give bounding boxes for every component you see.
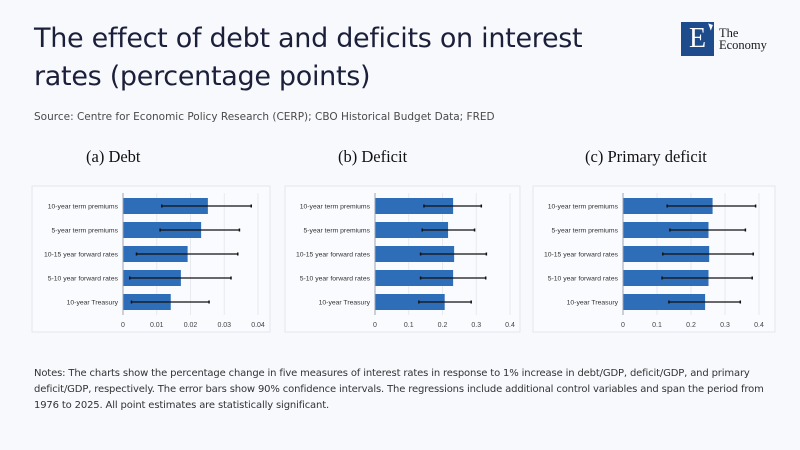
category-label: 5-year term premiums <box>304 228 371 235</box>
x-tick-label: 0.1 <box>404 322 414 329</box>
logo-wordmark: The Economy <box>719 26 767 52</box>
bar <box>375 198 454 214</box>
category-label: 10-year Treasury <box>319 300 371 307</box>
x-tick-label: 0.02 <box>184 322 198 329</box>
x-tick-label: 0.3 <box>471 322 481 329</box>
category-label: 10-year term premiums <box>548 204 619 211</box>
category-label: 5-year term premiums <box>52 228 119 235</box>
x-tick-label: 0.4 <box>754 322 764 329</box>
bar <box>623 294 706 310</box>
panel-title-deficit: (b) Deficit <box>338 147 408 166</box>
chart-debt: 0 0.01 0.02 0.03 0.04 10-year term premiums 5-… <box>31 185 271 333</box>
x-tick-label: 0.01 <box>150 322 164 329</box>
notes-text: Notes: The charts show the percentage ch… <box>34 368 764 411</box>
category-label: 5-10 year forward rates <box>48 276 119 283</box>
x-tick-label: 0.3 <box>720 322 730 329</box>
bar <box>375 294 445 310</box>
logo-line-1: The <box>719 26 739 40</box>
category-label: 10-year term premiums <box>300 204 371 211</box>
bar <box>623 222 709 238</box>
logo-line-2: Economy <box>719 38 767 52</box>
x-tick-label: 0.1 <box>652 322 662 329</box>
x-tick-label: 0.2 <box>686 322 696 329</box>
x-tick-label: 0.2 <box>438 322 448 329</box>
x-tick-label: 0.4 <box>505 322 515 329</box>
category-label: 10-year term premiums <box>48 204 119 211</box>
panel-title-debt: (a) Debt <box>86 147 141 166</box>
bar <box>375 222 449 238</box>
page-title: The effect of debt and deficits on inter… <box>34 23 583 92</box>
brand-logo: E The Economy <box>681 22 767 56</box>
bar <box>375 246 455 262</box>
x-tick-label: 0 <box>373 322 377 329</box>
category-label: 10-year Treasury <box>67 300 119 307</box>
bar <box>375 270 454 286</box>
x-tick-label: 0 <box>121 322 125 329</box>
x-tick-label: 0.03 <box>217 322 231 329</box>
category-label: 10-15 year forward rates <box>296 252 371 259</box>
x-tick-label: 0.04 <box>251 322 265 329</box>
chart-deficit: 0 0.1 0.2 0.3 0.4 10-year term premiums 5-year… <box>284 185 521 333</box>
category-label: 10-15 year forward rates <box>44 252 119 259</box>
logo-mark: E <box>681 22 714 56</box>
chart-primary-deficit: 0 0.1 0.2 0.3 0.4 10-year term premiums 5-year… <box>532 185 776 333</box>
category-label: 5-year term premiums <box>552 228 619 235</box>
category-label: 5-10 year forward rates <box>548 276 619 283</box>
logo-letter: E <box>688 23 707 54</box>
category-label: 10-year Treasury <box>567 300 619 307</box>
category-label: 5-10 year forward rates <box>300 276 371 283</box>
panel-title-primary-deficit: (c) Primary deficit <box>585 147 707 166</box>
category-label: 10-15 year forward rates <box>544 252 619 259</box>
x-tick-label: 0 <box>621 322 625 329</box>
source-note: Source: Centre for Economic Policy Resea… <box>34 111 495 123</box>
